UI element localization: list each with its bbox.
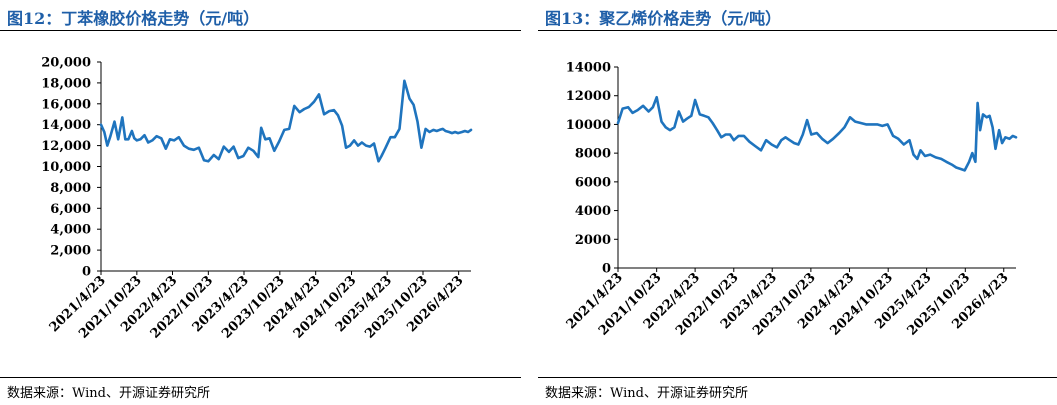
y-tick-label: 18,000 (41, 76, 91, 91)
source-divider (0, 377, 521, 378)
y-tick-label: 0 (602, 262, 611, 277)
y-tick-label: 4000 (575, 204, 611, 219)
chart-title: 图12：丁苯橡胶价格走势（元/吨） (7, 9, 260, 28)
rubber-price-chart: 0 2,000 4,000 6,000 8,000 10,000 12,000 14,000 1… (41, 56, 473, 342)
y-tick-label: 10000 (566, 118, 611, 133)
y-tick-label: 4,000 (50, 223, 91, 238)
y-tick-label: 2000 (575, 233, 611, 248)
source-note: 数据来源：Wind、开源证券研究所 (545, 386, 748, 401)
title-divider (0, 30, 521, 31)
price-series-line (616, 95, 1018, 172)
source-divider (538, 377, 1057, 378)
y-tick-label: 20,000 (41, 56, 91, 71)
y-tick-label: 2,000 (50, 244, 91, 259)
polyethylene-price-chart: 020004000600080001000012000140002021/4/2… (564, 61, 1018, 339)
y-tick-label: 12000 (566, 89, 611, 104)
chart-panel-polyethylene: 图13：聚乙烯价格走势（元/吨） 0 2000 4000 6000 8000 10000 1… (538, 0, 1057, 405)
chart-title: 图13：聚乙烯价格走势（元/吨） (545, 9, 782, 28)
y-tick-label: 16,000 (41, 97, 91, 112)
source-note: 数据来源：Wind、开源证券研究所 (7, 386, 210, 401)
y-tick-label: 0 (82, 265, 91, 280)
y-tick-label: 10,000 (41, 160, 91, 175)
y-tick-label: 6000 (575, 175, 611, 190)
y-tick-label: 12,000 (41, 139, 91, 154)
y-tick-label: 14000 (566, 61, 611, 76)
chart-panel-rubber: 图12：丁苯橡胶价格走势（元/吨） 0 2,000 4,000 6,000 8,000 1… (0, 0, 521, 405)
y-tick-label: 6,000 (50, 202, 91, 217)
y-tick-label: 8000 (575, 147, 611, 162)
y-tick-label: 8,000 (50, 181, 91, 196)
title-divider (538, 30, 1057, 31)
price-series-line (99, 79, 473, 163)
y-tick-label: 14,000 (41, 118, 91, 133)
